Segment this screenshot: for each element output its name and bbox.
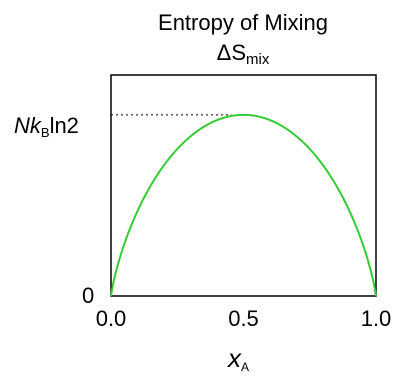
y-axis-max-label: NkBln2	[14, 113, 79, 140]
chart-subtitle-sub: mix	[246, 51, 270, 68]
chart-subtitle: ΔSmix	[0, 40, 404, 68]
y-tick-label-zero: 0	[82, 283, 95, 308]
y-axis-max-label-italic: Nk	[14, 113, 41, 138]
x-axis-label: xA	[228, 343, 249, 374]
x-tick-label: 0.0	[95, 306, 127, 331]
entropy-curve	[110, 113, 377, 297]
chart-subtitle-main: ΔS	[216, 40, 247, 65]
x-tick-label: 0.5	[228, 306, 259, 331]
chart-title-text: Entropy of Mixing	[158, 10, 328, 35]
x-axis-label-main: x	[228, 343, 241, 373]
y-axis-max-label-rest: ln2	[49, 113, 79, 138]
x-tick-label: 1.0	[360, 306, 392, 331]
y-axis-max-label-sub: B	[40, 125, 50, 140]
chart-title: Entropy of Mixing	[0, 10, 404, 36]
x-axis-label-sub: A	[241, 360, 250, 374]
plot-frame	[110, 74, 377, 297]
